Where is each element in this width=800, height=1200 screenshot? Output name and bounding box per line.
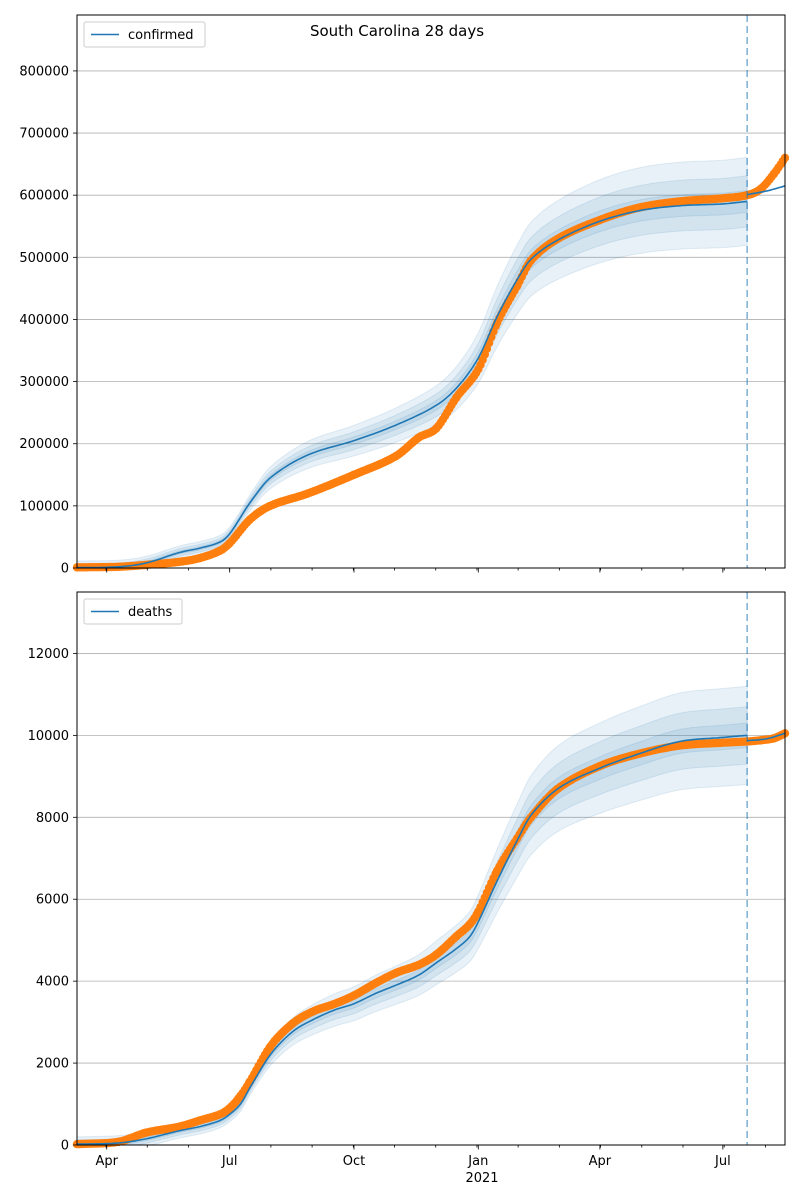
y-tick-label: 300000 xyxy=(19,375,69,390)
y-tick-label: 10000 xyxy=(28,729,69,744)
confirmed-legend-box xyxy=(83,21,206,48)
y-tick-label: 12000 xyxy=(28,647,69,662)
y-tick-label: 8000 xyxy=(36,811,69,826)
uncertainty-band xyxy=(76,156,748,569)
confirmed-panel: 0 100000 200000 300000 400000 500000 600000 700… xyxy=(19,14,790,577)
uncertainty-band xyxy=(76,189,748,569)
confirmed-y-ticks: 0 100000 200000 300000 400000 500000 600000 700… xyxy=(19,64,77,577)
y-tick-label: 200000 xyxy=(19,437,69,452)
deaths-legend: deaths xyxy=(83,598,183,625)
x-tick-label: Oct xyxy=(343,1154,365,1169)
x-year-label: 2021 xyxy=(465,1171,498,1186)
confirmed-forecast-line xyxy=(747,185,786,196)
x-tick-label: Apr xyxy=(589,1154,612,1169)
confirmed-legend: confirmed xyxy=(83,21,206,48)
deaths-legend-box xyxy=(83,598,183,625)
confirmed-model-line xyxy=(76,200,748,569)
y-tick-label: 800000 xyxy=(19,64,69,79)
x-tick-label: Jan xyxy=(467,1154,488,1169)
deaths-x-ticks: Apr Jul Oct Jan Apr Jul xyxy=(95,1145,766,1169)
deaths-forecast-line xyxy=(747,732,786,742)
y-tick-label: 100000 xyxy=(19,499,69,514)
confirmed-axes-frame xyxy=(76,14,786,569)
deaths-model-line xyxy=(76,734,748,1145)
y-tick-label: 6000 xyxy=(36,893,69,908)
y-tick-label: 2000 xyxy=(36,1057,69,1072)
x-tick-label: Jul xyxy=(714,1154,731,1169)
deaths-legend-label: deaths xyxy=(128,605,173,620)
x-tick-label: Apr xyxy=(95,1154,118,1169)
y-tick-label: 0 xyxy=(61,562,69,577)
chart-title: South Carolina 28 days xyxy=(310,22,484,40)
y-tick-label: 0 xyxy=(61,1139,69,1154)
confirmed-x-ticks xyxy=(105,568,766,573)
y-tick-label: 700000 xyxy=(19,127,69,142)
deaths-y-ticks: 0 2000 4000 6000 8000 10000 12000 xyxy=(28,647,77,1154)
y-tick-label: 600000 xyxy=(19,189,69,204)
x-tick-label: Jul xyxy=(221,1154,238,1169)
y-tick-label: 500000 xyxy=(19,251,69,266)
y-tick-label: 4000 xyxy=(36,975,69,990)
confirmed-legend-label: confirmed xyxy=(128,28,194,43)
deaths-panel: 0 2000 4000 6000 8000 10000 12000 Apr Jul Oct Jan… xyxy=(28,591,790,1169)
y-tick-label: 400000 xyxy=(19,313,69,328)
confirmed-uncertainty-bands xyxy=(76,156,748,569)
deaths-axes-frame xyxy=(76,591,786,1146)
